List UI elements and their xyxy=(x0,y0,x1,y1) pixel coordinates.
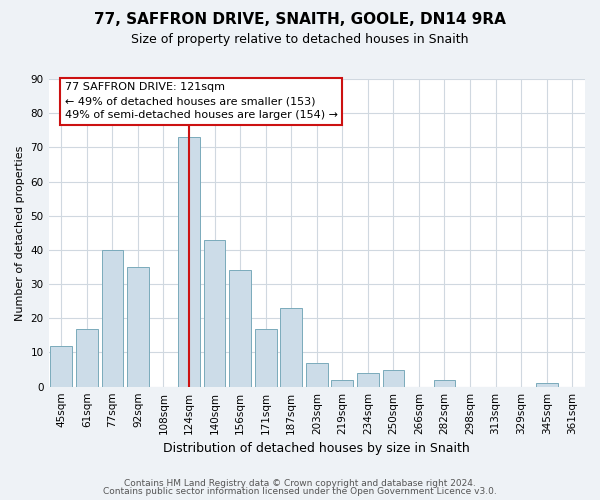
Bar xyxy=(127,267,149,386)
Bar xyxy=(306,362,328,386)
X-axis label: Distribution of detached houses by size in Snaith: Distribution of detached houses by size … xyxy=(163,442,470,455)
Bar xyxy=(434,380,455,386)
Text: 77, SAFFRON DRIVE, SNAITH, GOOLE, DN14 9RA: 77, SAFFRON DRIVE, SNAITH, GOOLE, DN14 9… xyxy=(94,12,506,28)
Bar xyxy=(357,373,379,386)
Text: Contains public sector information licensed under the Open Government Licence v3: Contains public sector information licen… xyxy=(103,487,497,496)
Bar xyxy=(101,250,123,386)
Text: Contains HM Land Registry data © Crown copyright and database right 2024.: Contains HM Land Registry data © Crown c… xyxy=(124,478,476,488)
Text: Size of property relative to detached houses in Snaith: Size of property relative to detached ho… xyxy=(131,32,469,46)
Bar xyxy=(76,328,98,386)
Bar xyxy=(255,328,277,386)
Bar xyxy=(536,384,557,386)
Text: 77 SAFFRON DRIVE: 121sqm
← 49% of detached houses are smaller (153)
49% of semi-: 77 SAFFRON DRIVE: 121sqm ← 49% of detach… xyxy=(65,82,338,120)
Bar xyxy=(178,137,200,386)
Bar xyxy=(280,308,302,386)
Bar xyxy=(331,380,353,386)
Bar xyxy=(229,270,251,386)
Bar xyxy=(50,346,72,387)
Bar xyxy=(383,370,404,386)
Bar xyxy=(204,240,226,386)
Y-axis label: Number of detached properties: Number of detached properties xyxy=(15,145,25,320)
